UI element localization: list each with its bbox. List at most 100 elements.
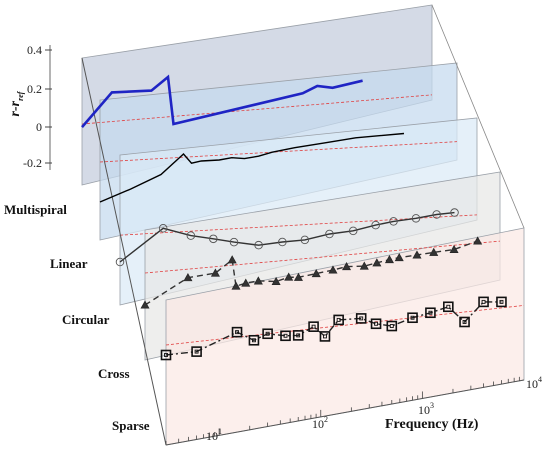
data-point	[372, 258, 382, 267]
data-point	[227, 255, 237, 264]
data-point	[115, 257, 125, 267]
data-point	[412, 250, 422, 259]
series-line	[144, 240, 478, 306]
data-point	[300, 235, 310, 245]
x-tick-label: 101	[206, 427, 222, 443]
data-point	[140, 300, 150, 309]
data-point	[371, 220, 380, 230]
y-axis-title: r-rref	[8, 90, 25, 116]
data-point-inner	[446, 304, 451, 309]
series-layer	[81, 74, 507, 361]
data-point	[183, 273, 193, 282]
data-point	[191, 346, 202, 357]
zero-line	[99, 141, 458, 163]
data-point-inner	[336, 317, 341, 322]
category-label: Sparse	[112, 418, 150, 433]
zero-line	[81, 94, 433, 125]
data-point	[210, 268, 220, 277]
data-point	[389, 217, 398, 226]
x-tick-label: 103	[418, 401, 434, 417]
x-axis-line	[165, 379, 525, 446]
x-axis-title: Frequency (Hz)	[385, 417, 479, 432]
y-tick-label: 0	[36, 120, 42, 134]
data-point-inner	[410, 315, 415, 320]
data-point	[355, 313, 367, 324]
data-point	[411, 214, 421, 223]
data-point	[311, 268, 321, 278]
data-point	[473, 236, 483, 245]
data-point-inner	[359, 316, 364, 321]
y-tick-label: -0.2	[23, 156, 42, 170]
data-point	[248, 334, 260, 346]
back-right-edge	[431, 4, 525, 229]
zero-line	[165, 305, 525, 346]
data-point-inner	[265, 331, 270, 336]
data-point	[425, 307, 436, 319]
data-point	[254, 240, 263, 250]
data-point	[231, 326, 243, 338]
data-point	[429, 247, 439, 256]
data-point-inner	[374, 321, 378, 326]
category-label: Circular	[62, 312, 110, 327]
data-point	[292, 330, 304, 341]
data-point-inner	[428, 310, 433, 315]
series-line	[119, 211, 455, 263]
data-point	[284, 272, 294, 281]
data-point	[386, 320, 398, 332]
data-point	[348, 226, 358, 236]
data-point	[278, 237, 287, 247]
series-line	[99, 132, 405, 203]
data-point	[407, 312, 418, 324]
data-point-inner	[194, 349, 199, 354]
data-point	[229, 237, 239, 247]
data-point	[319, 331, 331, 342]
data-point-inner	[389, 324, 394, 328]
zero-line	[144, 240, 501, 274]
data-point	[231, 281, 241, 290]
data-point-inner	[481, 299, 486, 304]
data-point	[271, 276, 281, 285]
data-point	[209, 234, 218, 244]
data-point-inner	[283, 333, 288, 338]
data-point	[328, 265, 338, 274]
data-point	[253, 276, 263, 285]
depth-axis-line	[81, 57, 167, 446]
x-tick-label: 104	[526, 375, 542, 391]
data-point	[241, 278, 251, 287]
data-point	[370, 318, 382, 330]
x-tick-label: 102	[312, 415, 328, 431]
depth-panels	[81, 4, 525, 446]
data-point	[459, 316, 470, 328]
data-point	[186, 231, 196, 240]
data-point-inner	[499, 299, 504, 304]
data-point	[450, 208, 459, 217]
data-point	[293, 272, 303, 281]
category-label: Cross	[98, 366, 130, 381]
data-point	[308, 321, 319, 332]
data-point	[432, 210, 441, 219]
data-point	[333, 314, 344, 326]
y-tick-label: 0.2	[27, 82, 42, 96]
category-label: Multispiral	[4, 202, 67, 217]
data-point	[478, 296, 489, 308]
data-point	[394, 253, 404, 262]
data-point	[280, 330, 291, 342]
data-point	[325, 229, 334, 239]
y-tick-label: 0.4	[27, 43, 42, 57]
data-point-inner	[251, 338, 256, 343]
data-point	[359, 261, 369, 270]
data-point	[262, 328, 273, 340]
data-point	[443, 301, 454, 313]
data-point-inner	[235, 330, 239, 335]
data-point-inner	[462, 320, 467, 324]
data-point-inner	[296, 333, 301, 338]
data-point	[384, 254, 394, 264]
data-point	[496, 296, 507, 308]
category-label: Linear	[50, 256, 88, 271]
data-point	[449, 244, 459, 253]
data-point-inner	[323, 334, 327, 339]
data-point-inner	[311, 324, 316, 329]
data-point	[160, 349, 172, 361]
series-line	[81, 74, 363, 128]
